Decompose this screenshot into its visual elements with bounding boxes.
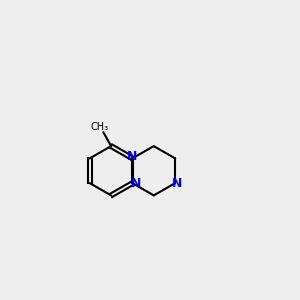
Text: CH₃: CH₃ bbox=[90, 122, 109, 132]
Text: N: N bbox=[131, 177, 142, 190]
Text: N: N bbox=[172, 177, 183, 190]
Text: N: N bbox=[127, 150, 137, 163]
